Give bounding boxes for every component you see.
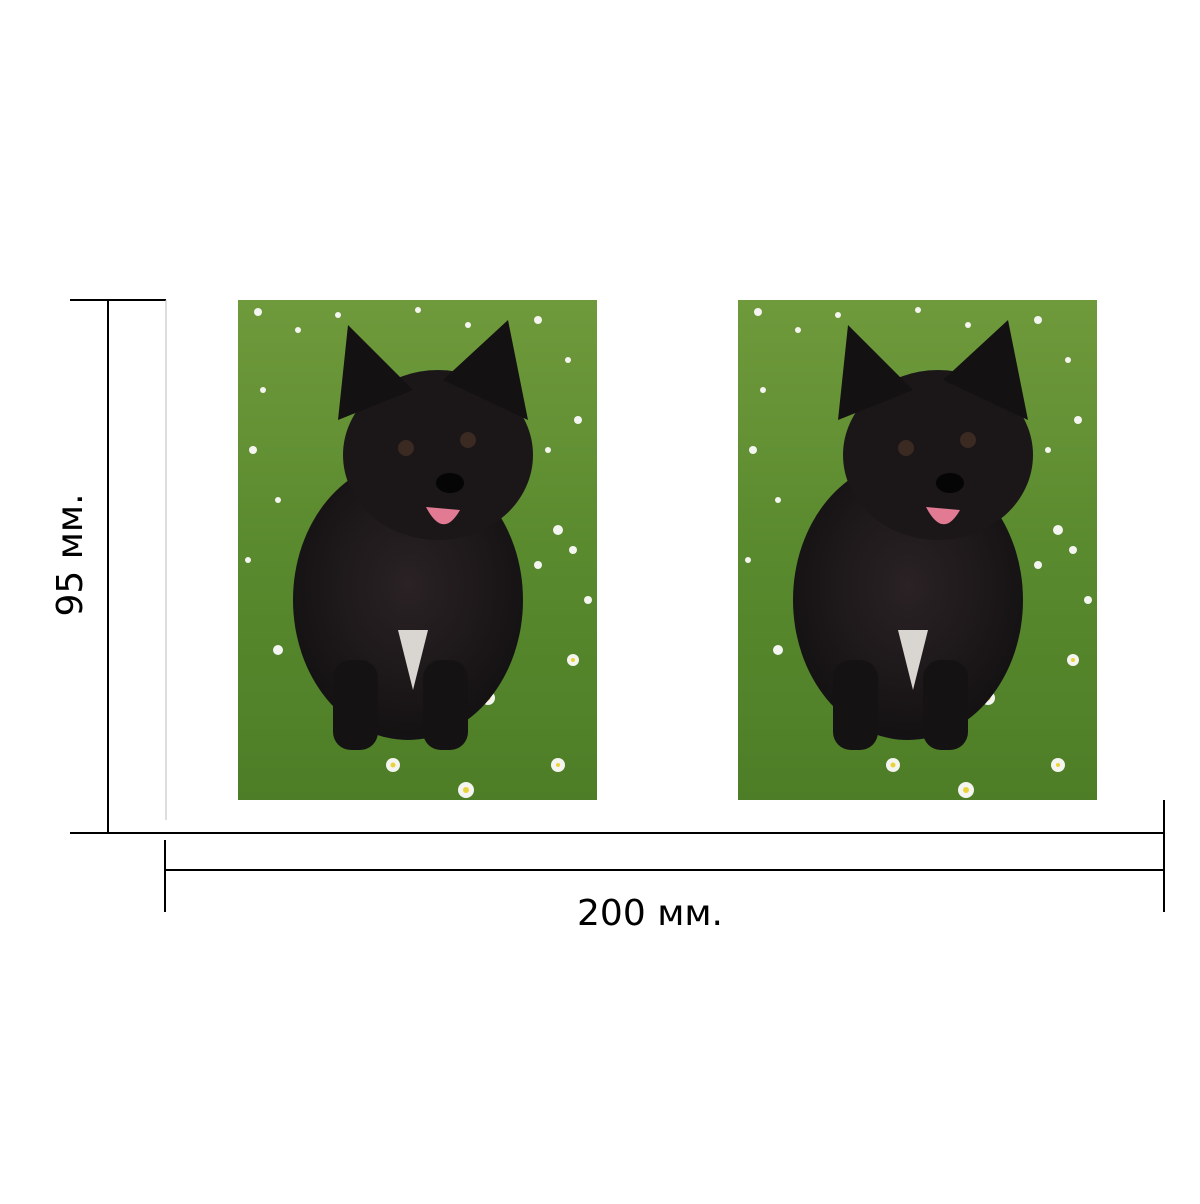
product-photo [738,300,1097,800]
product-photo [238,300,597,800]
width-label: 200 мм. [577,893,723,934]
height-dimension [70,299,166,834]
height-label: 95 мм. [50,493,91,616]
width-dimension [164,800,1165,912]
